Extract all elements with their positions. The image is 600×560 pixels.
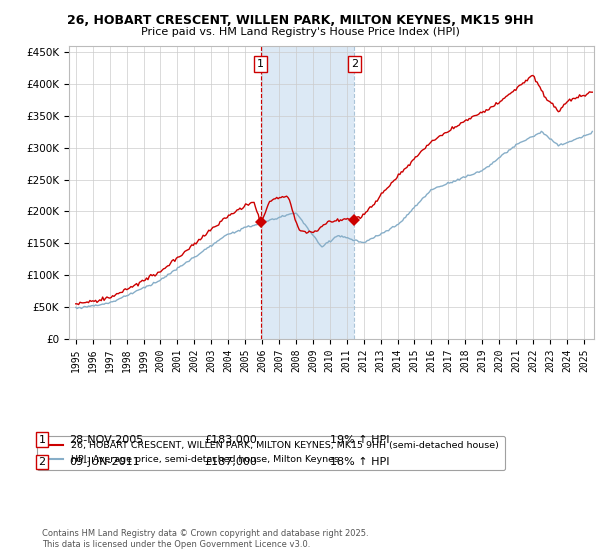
Text: 09-JUN-2011: 09-JUN-2011 [69,457,140,467]
Text: 2: 2 [38,457,46,467]
Text: 28-NOV-2005: 28-NOV-2005 [69,435,143,445]
Text: 1: 1 [257,59,264,69]
Legend: 26, HOBART CRESCENT, WILLEN PARK, MILTON KEYNES, MK15 9HH (semi-detached house),: 26, HOBART CRESCENT, WILLEN PARK, MILTON… [37,436,505,470]
Text: 18% ↑ HPI: 18% ↑ HPI [330,457,389,467]
Text: £183,000: £183,000 [204,435,257,445]
Text: Price paid vs. HM Land Registry's House Price Index (HPI): Price paid vs. HM Land Registry's House … [140,27,460,37]
Text: 1: 1 [38,435,46,445]
Text: 26, HOBART CRESCENT, WILLEN PARK, MILTON KEYNES, MK15 9HH: 26, HOBART CRESCENT, WILLEN PARK, MILTON… [67,14,533,27]
Text: £187,000: £187,000 [204,457,257,467]
Text: 2: 2 [350,59,358,69]
Text: 19% ↑ HPI: 19% ↑ HPI [330,435,389,445]
Text: Contains HM Land Registry data © Crown copyright and database right 2025.
This d: Contains HM Land Registry data © Crown c… [42,529,368,549]
